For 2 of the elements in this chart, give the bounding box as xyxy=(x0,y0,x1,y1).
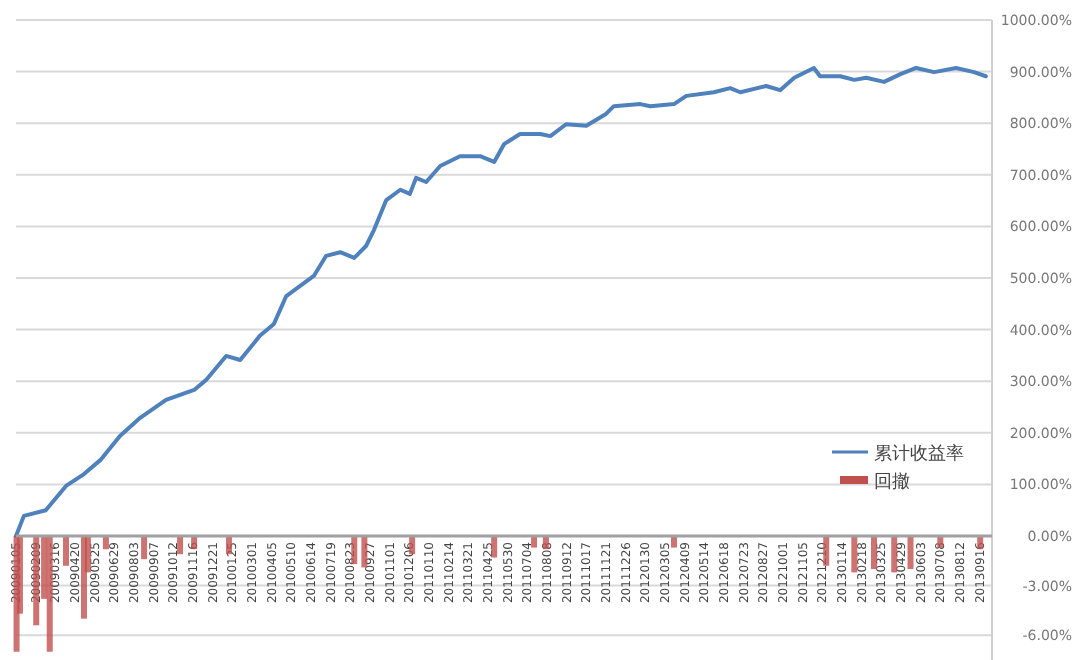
legend-label: 累计收益率 xyxy=(874,443,964,465)
legend-label: 回撤 xyxy=(874,471,910,493)
